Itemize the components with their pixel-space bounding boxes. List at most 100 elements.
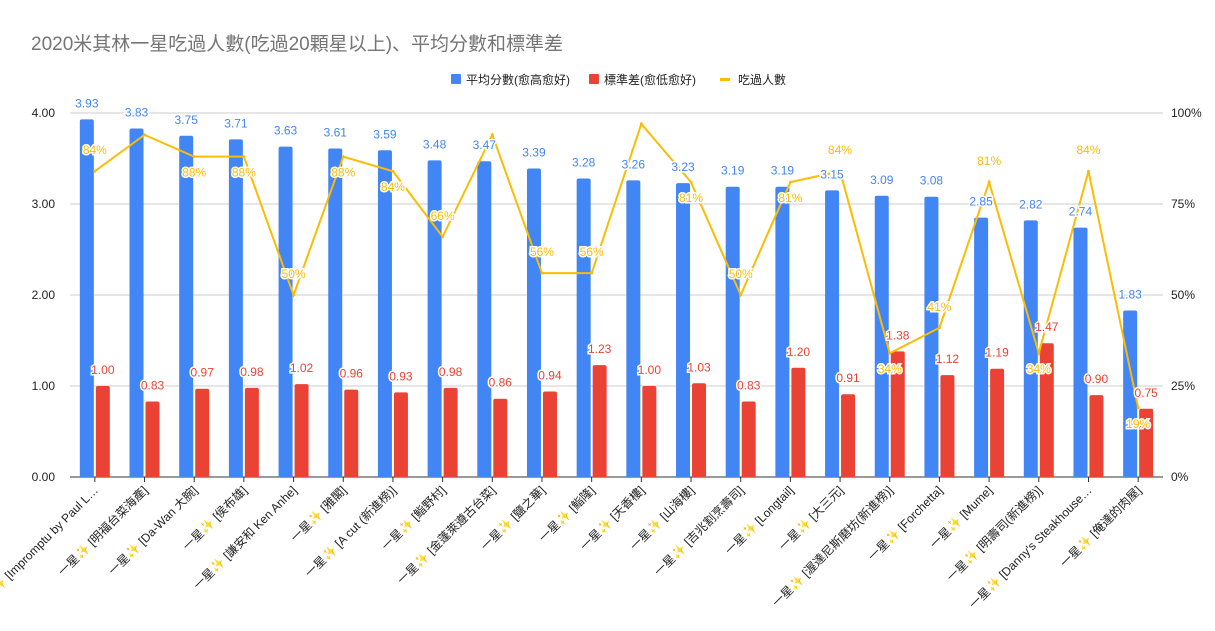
data-label-average: 3.63 bbox=[274, 124, 298, 138]
data-label-stddev: 1.00 bbox=[91, 363, 115, 377]
line-point-count bbox=[490, 133, 494, 137]
data-label-average: 3.93 bbox=[75, 96, 99, 110]
data-label-count: 81% bbox=[679, 191, 703, 205]
y-right-tick-label: 0% bbox=[1171, 470, 1189, 484]
y-left-tick-label: 4.00 bbox=[32, 106, 56, 120]
data-label-count: 34% bbox=[1027, 362, 1051, 376]
data-label-count: 88% bbox=[182, 166, 206, 180]
data-label-stddev: 0.86 bbox=[489, 376, 513, 390]
bar-stddev bbox=[890, 351, 905, 477]
data-label-average: 2.85 bbox=[969, 195, 993, 209]
legend-label-stddev: 標準差(愈低愈好) bbox=[604, 72, 696, 87]
data-label-count: 56% bbox=[530, 245, 554, 259]
data-label-average: 3.19 bbox=[771, 164, 795, 178]
data-label-average: 3.47 bbox=[473, 138, 497, 152]
data-label-average: 3.59 bbox=[373, 127, 397, 141]
data-label-average: 3.75 bbox=[175, 113, 199, 127]
bar-stddev bbox=[145, 401, 160, 477]
bar-average bbox=[328, 148, 343, 478]
line-point-count bbox=[590, 271, 594, 275]
data-label-stddev: 1.38 bbox=[886, 328, 910, 342]
data-label-average: 3.48 bbox=[423, 137, 447, 151]
line-point-count bbox=[341, 155, 345, 159]
legend: 平均分數(愈高愈好) 標準差(愈低愈好) 吃過人數 bbox=[451, 72, 786, 87]
y-right-tick-label: 50% bbox=[1171, 288, 1195, 302]
data-label-stddev: 0.94 bbox=[538, 368, 562, 382]
x-tick-label: 一星✨ [Da-Wan 大腕] bbox=[105, 483, 200, 578]
legend-label-average: 平均分數(愈高愈好) bbox=[466, 72, 570, 87]
bar-average bbox=[129, 128, 144, 477]
data-label-stddev: 0.97 bbox=[191, 366, 215, 380]
data-label-stddev: 0.83 bbox=[737, 378, 761, 392]
line-point-count bbox=[93, 169, 97, 173]
bar-average bbox=[676, 183, 691, 477]
x-tick-label: 一星✨ [吉兆割烹壽司] bbox=[651, 483, 747, 579]
y-right-tick-label: 25% bbox=[1171, 379, 1195, 393]
bar-average bbox=[874, 195, 889, 477]
data-label-average: 3.26 bbox=[622, 157, 646, 171]
bar-average bbox=[79, 119, 94, 478]
data-label-average: 3.61 bbox=[324, 125, 348, 139]
data-label-average: 3.71 bbox=[224, 116, 248, 130]
data-label-stddev: 0.96 bbox=[340, 367, 364, 381]
bar-stddev bbox=[692, 383, 707, 477]
y-left-tick-label: 0.00 bbox=[32, 470, 56, 484]
line-point-count bbox=[1037, 351, 1041, 355]
data-label-stddev: 0.83 bbox=[141, 378, 165, 392]
legend-swatch-stddev bbox=[589, 74, 599, 84]
bar-stddev bbox=[1139, 408, 1154, 477]
data-label-count: 50% bbox=[282, 267, 306, 281]
x-tick-label: 一星✨ [金蓬萊遵古台菜] bbox=[394, 483, 499, 588]
data-label-stddev: 0.91 bbox=[836, 371, 860, 385]
bar-stddev bbox=[244, 387, 259, 477]
bar-stddev bbox=[493, 398, 508, 477]
data-label-count: 84% bbox=[83, 143, 107, 157]
bar-stddev bbox=[95, 386, 110, 477]
line-point-count bbox=[838, 169, 842, 173]
data-label-count: 88% bbox=[232, 166, 256, 180]
data-label-average: 3.23 bbox=[671, 160, 695, 174]
legend-swatch-count bbox=[720, 78, 730, 81]
data-label-count: 50% bbox=[729, 267, 753, 281]
bar-average bbox=[278, 146, 293, 478]
y-left-tick-label: 3.00 bbox=[32, 197, 56, 211]
bar-stddev bbox=[344, 389, 359, 477]
line-point-count bbox=[888, 351, 892, 355]
data-label-count: 81% bbox=[977, 154, 1001, 168]
bar-average bbox=[924, 196, 939, 477]
y-right-tick-label: 100% bbox=[1171, 106, 1202, 120]
bar-stddev bbox=[294, 384, 309, 477]
line-point-count bbox=[639, 122, 643, 126]
y-left-tick-label: 2.00 bbox=[32, 288, 56, 302]
bar-stddev bbox=[393, 392, 408, 477]
data-label-count: 81% bbox=[778, 191, 802, 205]
bar-average bbox=[626, 180, 641, 477]
data-label-count: 56% bbox=[580, 245, 604, 259]
x-tick-label: 一星✨ [A cut (新進榜)] bbox=[301, 483, 399, 581]
data-label-stddev: 1.12 bbox=[936, 352, 960, 366]
data-label-stddev: 0.98 bbox=[240, 365, 264, 379]
line-point-count bbox=[937, 326, 941, 330]
x-tick-label: 一星✨ [俺達的肉屋] bbox=[1057, 483, 1145, 571]
data-label-stddev: 1.19 bbox=[985, 346, 1009, 360]
data-label-stddev: 0.93 bbox=[389, 369, 413, 383]
data-label-average: 3.09 bbox=[870, 173, 894, 187]
data-label-stddev: 1.20 bbox=[787, 345, 811, 359]
line-point-count bbox=[192, 155, 196, 159]
bar-stddev bbox=[443, 387, 458, 477]
bar-average bbox=[725, 186, 740, 477]
data-label-average: 3.83 bbox=[125, 105, 149, 119]
data-label-stddev: 0.98 bbox=[439, 365, 463, 379]
data-label-count: 84% bbox=[381, 180, 405, 194]
bar-stddev bbox=[195, 388, 210, 477]
data-label-stddev: 0.90 bbox=[1085, 372, 1109, 386]
bar-stddev bbox=[1089, 395, 1104, 477]
data-label-count: 41% bbox=[927, 300, 951, 314]
data-label-count: 84% bbox=[828, 143, 852, 157]
bar-stddev bbox=[1039, 343, 1054, 477]
data-label-average: 2.82 bbox=[1019, 197, 1043, 211]
data-label-average: 2.74 bbox=[1069, 205, 1093, 219]
y-right-tick-label: 75% bbox=[1171, 197, 1195, 211]
chart-title: 2020米其林一星吃過人數(吃過20顆星以上)、平均分數和標準差 bbox=[31, 33, 563, 55]
